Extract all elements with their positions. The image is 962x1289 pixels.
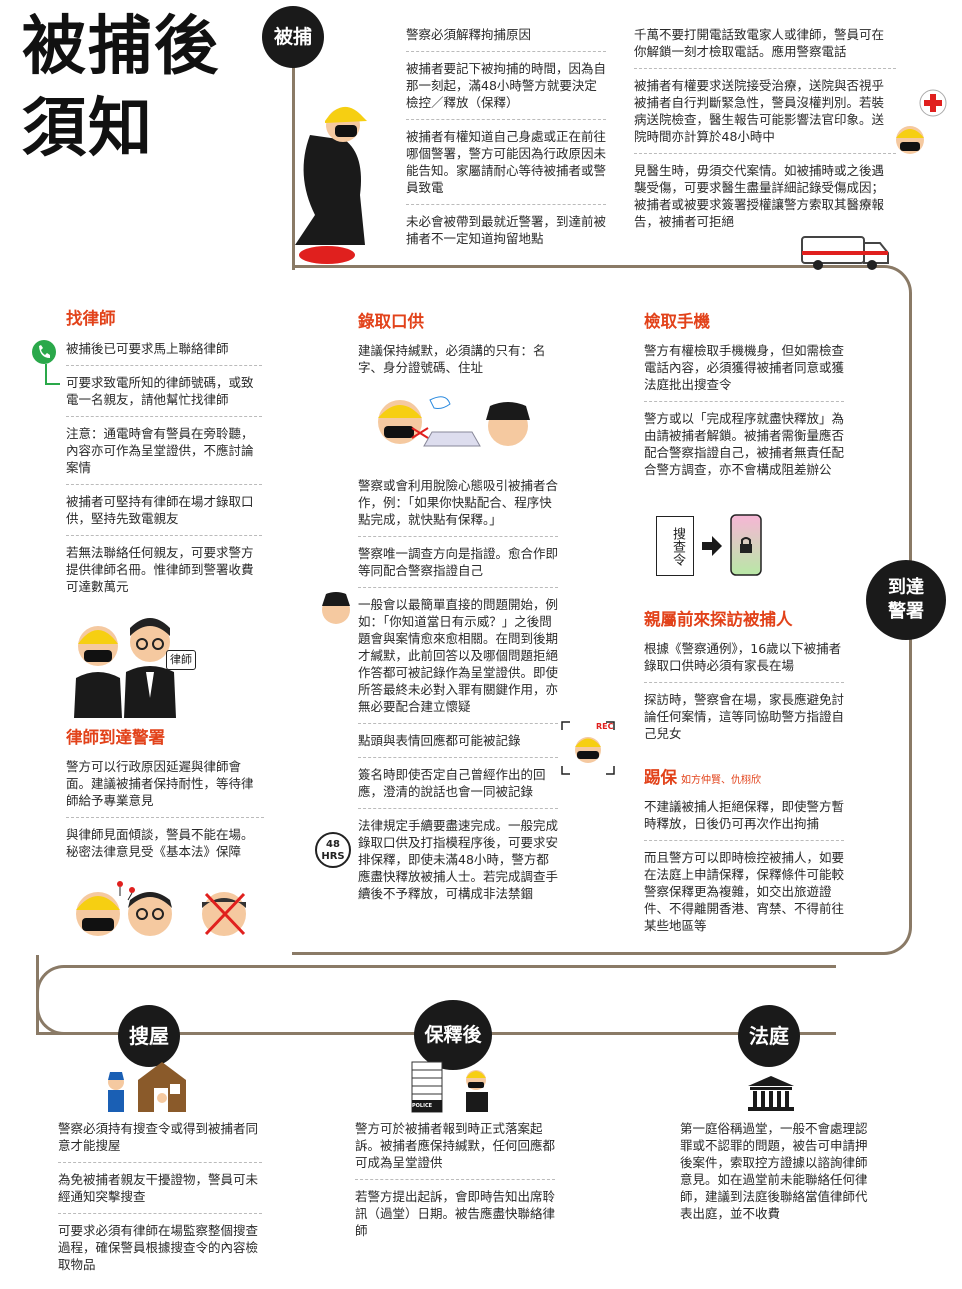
bail-reject-title: 踢保 [644, 768, 677, 787]
court-list: 第一庭俗稱過堂，一般不會處理認罪或不認罪的問題，被告可申請押後案件，索取控方證據… [680, 1120, 878, 1238]
stage-bail-after: 保釋後 [414, 1000, 492, 1070]
visit-list: 根據《警察通例》，16歲以下被捕者錄取口供時必須有家長在場 探訪時，警察會在場，… [644, 640, 844, 758]
statement-item: 警察唯一調查方向是指證。愈合作即等同配合警察指證自己 [358, 545, 558, 588]
lawyer-talk-illustration [76, 881, 246, 936]
arrest-item: 見醫生時，毋須交代案情。如被捕時或之後遇襲受傷，可要求醫生盡量詳細記錄受傷成因；… [634, 163, 885, 229]
lawyer-arrive-item: 與律師見面傾談，警員不能在場。秘密法律意見受《基本法》保障 [66, 827, 254, 859]
arrest-item: 被捕者有權要求送院接受治療，送院與否視乎被捕者自行判斷緊急性，警員沒權判別。若裝… [634, 77, 896, 154]
title-line-1: 被捕後 [22, 10, 220, 84]
police-station-illustration [411, 1061, 488, 1113]
statement-item: 建議保持緘默，必須講的只有：名字、身分證號碼、住址 [358, 343, 546, 375]
house-search-illustration [108, 1062, 186, 1112]
police-label: POLICE [412, 1103, 433, 1109]
bail-after-item: 警方可於被捕者報到時正式落案起訴。被捕者應保持緘默，任何回應都可成為呈堂證供 [355, 1120, 555, 1180]
stage-arrest: 被捕 [262, 6, 324, 68]
arrest-item: 警察必須解釋拘捕原因 [406, 26, 606, 52]
lawyer-item: 若無法聯絡任何親友，可要求警方提供律師名冊。惟律師到警署收費可達數萬元 [66, 545, 254, 594]
lawyer-sign: 律師 [166, 650, 196, 670]
arrest-item: 未必會被帶到最就近警署，到達前被捕者不一定知道拘留地點 [406, 214, 607, 246]
lawyer-item: 可要求致電所知的律師號碼，或致電一名親友，請他幫忙找律師 [66, 374, 262, 417]
page-title: 被捕後 須知 [22, 6, 220, 170]
lawyer-item: 被捕者可堅持有律師在場才錄取口供，堅持先致電親友 [66, 493, 262, 536]
bail-reject-heading: 踢保 如方仲賢、仇栩欣 [644, 764, 761, 788]
bail-reject-item: 不建議被捕人拒絕保釋，即使警方暫時釋放，日後仍可再次作出拘捕 [644, 798, 844, 841]
search-item: 可要求必須有律師在場監察整個搜查過程，確保警員根據搜查令的內容檢取物品 [58, 1223, 259, 1272]
visit-heading: 親屬前來探訪被捕人 [644, 610, 793, 629]
bail-after-list: 警方可於被捕者報到時正式落案起訴。被捕者應保持緘默，任何回應都可成為呈堂證供 若… [355, 1120, 555, 1255]
ambulance-icon [801, 236, 889, 270]
bail-reject-item: 而且警方可以即時檢控被捕人，如要在法庭上申請保釋，保釋條件可能較警察保釋更為複雜… [644, 850, 845, 933]
phone-list: 警方有權檢取手機機身，但如需檢查電話內容，必須獲得被捕者同意或獲法庭批出搜查令 … [644, 342, 844, 494]
stage-arrive-station: 到達 警署 [866, 560, 946, 640]
stage-search: 搜屋 [118, 1005, 180, 1067]
lawyer-item: 被捕後已可要求馬上聯絡律師 [66, 340, 262, 366]
48hrs-badge: 48 HRS [315, 832, 351, 868]
court-item: 第一庭俗稱過堂，一般不會處理認罪或不認罪的問題，被告可申請押後案件，索取控方證據… [680, 1121, 868, 1221]
phone-call-icon [32, 340, 60, 385]
arrest-item: 千萬不要打開電話致電家人或律師，警員可在你解鎖一刻才檢取電話。應用警察電話 [634, 26, 896, 69]
lawyer-meeting-illustration [74, 618, 176, 718]
statement-list-top: 建議保持緘默，必須講的只有：名字、身分證號碼、住址 [358, 342, 554, 392]
bail-reject-list: 不建議被捕人拒絕保釋，即使警方暫時釋放，日後仍可再次作出拘捕 而且警方可以即時檢… [644, 798, 844, 950]
search-list: 警察必須持有搜查令或得到被捕者同意才能搜屋 為免被捕者親友干擾證物，警員可未經通… [58, 1120, 262, 1289]
phone-item: 警方有權檢取手機機身，但如需檢查電話內容，必須獲得被捕者同意或獲法庭批出搜查令 [644, 342, 844, 402]
arrested-person-illustration [295, 106, 367, 264]
arrow-right-icon [702, 536, 722, 556]
rec-label: REC [596, 722, 614, 731]
search-item: 警察必須持有搜查令或得到被捕者同意才能搜屋 [58, 1120, 262, 1163]
search-item: 為免被捕者親友干擾證物，警員可未經通知突擊搜查 [58, 1171, 262, 1214]
arrest-item: 被捕者有權知道自己身處或正在前往哪個警署，警方可能因為行政原因未能告知。家屬請耐… [406, 128, 606, 205]
stage-court: 法庭 [738, 1005, 800, 1067]
lawyer-heading: 找律師 [66, 309, 116, 328]
locked-phone-icon [730, 514, 762, 576]
visit-item: 根據《警察通例》，16歲以下被捕者錄取口供時必須有家長在場 [644, 640, 844, 683]
bail-after-item: 若警方提出起訴，會即時告知出席聆訊（過堂）日期。被告應盡快聯絡律師 [355, 1189, 556, 1238]
patient-head-icon [896, 126, 924, 154]
timeline-path-top [292, 40, 295, 270]
statement-item: 一般會以最簡單直接的問題開始，例如：「你知道當日有示威？」之後問題會與案情愈來愈… [358, 596, 558, 724]
title-line-2: 須知 [22, 92, 154, 166]
statement-list: 警察或會利用脫險心態吸引被捕者合作，例：「如果你快點配合、程序快點完成，就快點有… [358, 477, 558, 918]
lawyer-item: 注意：通電時會有警員在旁聆聽，內容亦可作為呈堂證供，不應討論案情 [66, 425, 262, 485]
statement-item: 警察或會利用脫險心態吸引被捕者合作，例：「如果你快點配合、程序快點完成，就快點有… [358, 477, 558, 537]
statement-heading: 錄取口供 [358, 312, 424, 331]
lawyer-arrive-item: 警方可以行政原因延遲與律師會面。建議被捕者保持耐性，等待律師給予專業意見 [66, 758, 264, 818]
medical-cross-icon [919, 89, 947, 117]
lawyer-arrive-heading: 律師到達警署 [66, 728, 165, 747]
statement-item: 簽名時即使否定自己曾經作出的回應，澄清的說話也會一同被記錄 [358, 766, 558, 809]
phone-heading: 檢取手機 [644, 312, 710, 331]
interrogation-illustration [378, 396, 530, 447]
statement-item: 法律規定手續要盡速完成。一般完成錄取口供及打指模程序後，可要求安排保釋，即使未滿… [358, 818, 559, 901]
arrest-item: 被捕者要記下被拘捕的時間，因為自那一刻起，滿48小時警方就要決定檢控／釋放（保釋… [406, 60, 606, 120]
courthouse-icon [748, 1076, 794, 1111]
visit-item: 探訪時，警察會在場，家長應避免討論任何案情，這等同協助警方指證自己兒女 [644, 692, 845, 741]
recording-camera-icon [561, 721, 615, 775]
phone-item: 警方或以「完成程序就盡快釋放」為由請被捕者解鎖。被捕者需衡量應否配合警察指證自己… [644, 411, 845, 477]
arrest-info-col-1: 警察必須解釋拘捕原因 被捕者要記下被拘捕的時間，因為自那一刻起，滿48小時警方就… [406, 26, 606, 263]
lawyer-list: 被捕後已可要求馬上聯絡律師 可要求致電所知的律師號碼，或致電一名親友，請他幫忙找… [66, 340, 262, 611]
bail-reject-subtitle: 如方仲賢、仇栩欣 [681, 775, 761, 786]
statement-item: 點頭與表情回應都可能被記錄 [358, 732, 558, 758]
police-officer-icon [322, 592, 350, 624]
warrant-box: 搜查令 [656, 516, 694, 576]
lawyer-arrive-list: 警方可以行政原因延遲與律師會面。建議被捕者保持耐性，等待律師給予專業意見 與律師… [66, 758, 264, 876]
arrest-info-col-2: 千萬不要打開電話致電家人或律師，警員可在你解鎖一刻才檢取電話。應用警察電話 被捕… [634, 26, 896, 246]
